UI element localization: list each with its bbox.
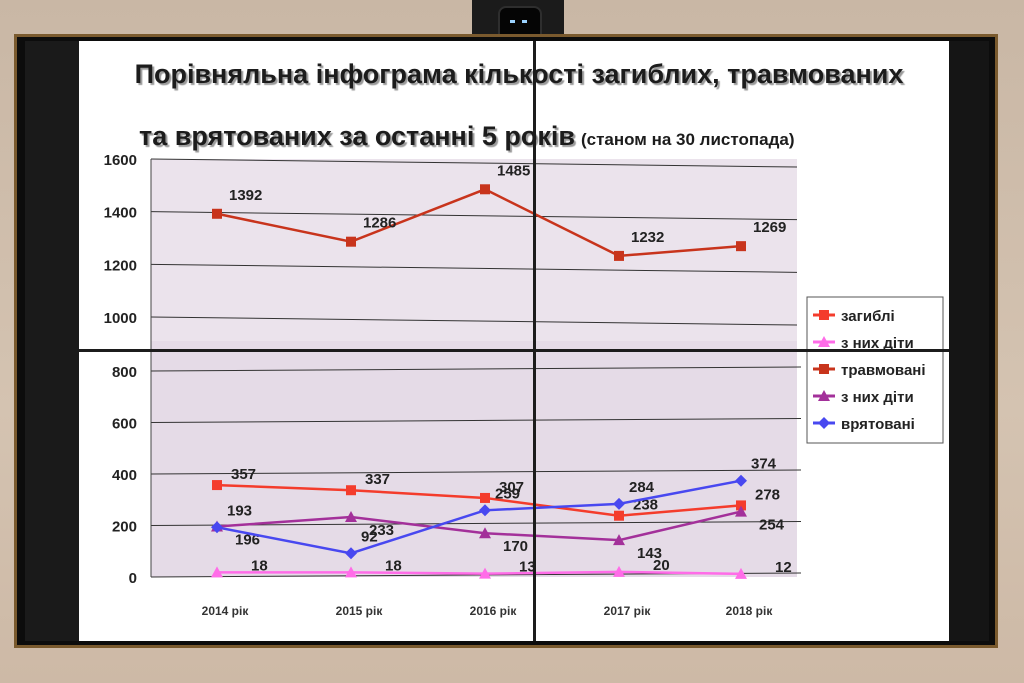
injured-series-point: [736, 241, 746, 252]
y-tick-label: 800: [112, 364, 137, 381]
video-wall-display: Порівняльна інфограма кількості загиблих…: [14, 34, 998, 648]
legend-swatch-marker: [819, 310, 829, 320]
rescued-series-data-label: 193: [227, 502, 252, 519]
deaths-series-point: [212, 480, 222, 491]
camera-indicator-light: [510, 20, 515, 23]
deaths-children-series-point: [613, 565, 625, 577]
legend-swatch-marker: [818, 336, 830, 347]
injured-children-series-data-label: 254: [759, 517, 785, 534]
injured-series-point: [480, 184, 490, 195]
injured-children-series-point: [345, 511, 357, 523]
gridline: [150, 263, 798, 273]
legend-swatch-marker: [819, 364, 829, 374]
injured-children-series-point: [735, 505, 747, 517]
injured-children-series-data-label: 170: [503, 538, 528, 555]
upper-plot-area: [151, 159, 797, 347]
injured-series-data-label: 1485: [497, 162, 530, 179]
legend-label: травмовані: [841, 362, 926, 379]
injured-children-series-point: [479, 527, 491, 539]
rescued-series-point: [735, 474, 747, 487]
screen-left-margin: [25, 41, 79, 641]
deaths-children-series-point: [735, 567, 747, 579]
y-tick-label: 400: [112, 467, 137, 484]
video-wall-vertical-seam: [533, 41, 536, 641]
y-tick-label: 1000: [104, 310, 137, 327]
deaths-children-series-data-label: 18: [385, 557, 402, 574]
y-tick-label: 0: [129, 570, 137, 587]
y-tick-label: 1400: [104, 205, 137, 222]
deaths-series-data-label: 357: [231, 466, 256, 483]
injured-series-data-label: 1392: [229, 187, 262, 204]
slide-title-line2: та врятованих за останні 5 років (станом …: [139, 121, 959, 152]
legend-label: загиблі: [841, 308, 895, 325]
injured-series-data-label: 1269: [753, 219, 786, 236]
slide-title-note: (станом на 30 листопада): [580, 130, 795, 149]
deaths-series-point: [736, 500, 746, 511]
slide-title-line2-text: та врятованих за останні 5 років: [139, 121, 575, 151]
x-tick-label: 2017 рік: [604, 604, 652, 618]
rescued-series-point: [211, 521, 223, 534]
injured-series-point: [614, 250, 624, 261]
legend-label: врятовані: [841, 416, 915, 433]
rescued-series-point: [345, 547, 357, 560]
deaths-series-point: [614, 510, 624, 521]
deaths-children-series-data-label: 20: [653, 557, 670, 574]
deaths-series-data-label: 337: [365, 471, 390, 488]
injured-series-data-label: 1232: [631, 229, 664, 246]
deaths-children-series-data-label: 13: [519, 559, 536, 576]
x-tick-label: 2015 рік: [336, 604, 384, 618]
camera-indicator-light: [522, 20, 527, 23]
y-tick-label: 600: [112, 416, 137, 433]
legend-swatch-marker: [818, 417, 830, 429]
injured-series-point: [212, 208, 222, 219]
injured-series-point: [346, 236, 356, 247]
injured-children-series-point: [613, 534, 625, 546]
video-wall-horizontal-seam: [79, 349, 949, 352]
rescued-series-data-label: 92: [361, 528, 378, 545]
legend-swatch-marker: [818, 390, 830, 401]
rescued-series-data-label: 374: [751, 456, 777, 473]
deaths-children-series-point: [479, 567, 491, 579]
gridline: [150, 366, 802, 372]
legend-label: з них діти: [841, 389, 914, 406]
injured-children-series-data-label: 143: [637, 545, 662, 562]
gridline: [150, 316, 798, 326]
lower-plot-area: [151, 341, 797, 577]
deaths-children-series-data-label: 18: [251, 557, 268, 574]
slide-title-line1: Порівняльна інфограма кількості загиблих…: [134, 59, 904, 89]
x-tick-label: 2018 рік: [726, 604, 774, 618]
presentation-slide: Порівняльна інфограма кількості загиблих…: [79, 41, 949, 641]
injured-children-series-data-label: 233: [369, 522, 394, 539]
gridline: [150, 158, 798, 168]
deaths-children-series-data-label: 12: [775, 559, 792, 576]
y-tick-label: 1600: [104, 152, 137, 169]
y-tick-label: 200: [112, 519, 137, 536]
gridline: [150, 211, 798, 221]
gridline: [150, 469, 802, 475]
rescued-series-data-label: 259: [495, 485, 520, 502]
rescued-series-data-label: 284: [629, 479, 655, 496]
legend-label: з них діти: [841, 335, 914, 352]
x-tick-label: 2014 рік: [202, 604, 250, 618]
deaths-series-point: [346, 485, 356, 496]
screen-right-margin: [949, 41, 989, 641]
gridline: [150, 418, 802, 423]
rescued-series-point: [479, 504, 491, 517]
y-tick-label: 1200: [104, 257, 137, 274]
deaths-series-data-label: 307: [499, 479, 524, 496]
rescued-series-point: [613, 497, 625, 510]
x-tick-label: 2016 рік: [470, 604, 518, 618]
deaths-children-series-point: [211, 566, 223, 578]
deaths-series-data-label: 278: [755, 486, 780, 503]
injured-series-data-label: 1286: [363, 215, 396, 232]
deaths-series-point: [480, 492, 490, 503]
deaths-children-series-point: [345, 566, 357, 578]
injured-children-series-data-label: 196: [235, 532, 260, 549]
